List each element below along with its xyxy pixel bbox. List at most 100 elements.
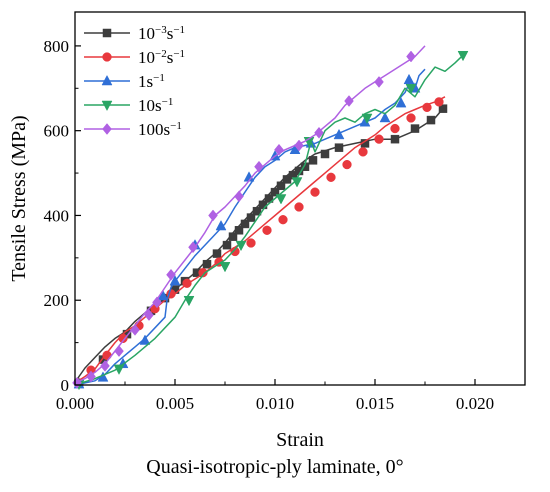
data-point xyxy=(230,246,240,257)
y-axis-title: Tensile Stress (MPa) xyxy=(8,115,30,281)
data-point xyxy=(86,370,96,383)
data-point xyxy=(278,215,288,225)
data-point xyxy=(326,172,336,182)
data-point xyxy=(198,268,208,278)
series-line xyxy=(74,68,426,386)
data-point xyxy=(403,73,415,85)
legend-label: 100s−1 xyxy=(138,120,182,139)
legend-item: 1s−1 xyxy=(84,72,165,91)
x-tick-label: 0.005 xyxy=(156,394,194,413)
data-point xyxy=(274,143,284,156)
legend-marker xyxy=(101,100,113,112)
data-point xyxy=(118,333,128,344)
data-point xyxy=(434,97,444,107)
data-point xyxy=(139,334,151,345)
legend-marker xyxy=(101,74,113,86)
series-1 xyxy=(74,104,448,388)
series-4 xyxy=(73,50,469,391)
data-point xyxy=(252,206,262,216)
legend-marker xyxy=(102,123,112,135)
data-point xyxy=(334,143,344,152)
data-point xyxy=(294,202,304,212)
data-point xyxy=(314,126,324,139)
data-point xyxy=(262,225,272,235)
y-tick-label: 200 xyxy=(44,291,70,310)
x-tick-label: 0.020 xyxy=(456,394,494,413)
data-point xyxy=(113,364,125,375)
data-point xyxy=(246,213,256,222)
data-point xyxy=(275,194,287,205)
data-point xyxy=(254,160,264,173)
data-point xyxy=(310,187,320,197)
data-point xyxy=(361,113,373,125)
data-point xyxy=(291,177,303,188)
data-point xyxy=(276,181,286,191)
data-point xyxy=(222,240,232,250)
legend-label: 10−3s−1 xyxy=(138,24,185,43)
series-line xyxy=(74,54,464,386)
data-point xyxy=(100,360,110,372)
data-point xyxy=(264,194,274,203)
legend-item: 10−2s−1 xyxy=(84,48,185,67)
data-point xyxy=(374,134,384,144)
data-point xyxy=(406,113,416,123)
legend-label: 1s−1 xyxy=(138,72,165,91)
series-layer xyxy=(72,45,469,391)
data-point xyxy=(438,104,448,113)
data-point xyxy=(294,139,304,152)
data-point xyxy=(342,159,352,170)
x-tick-label: 0.010 xyxy=(256,394,294,413)
legend: 10−3s−1 10−2s−1 1s−1 10s−1 100s−1 xyxy=(84,24,185,139)
legend-marker xyxy=(102,28,112,38)
data-point xyxy=(240,219,250,229)
y-tick-label: 400 xyxy=(44,206,70,225)
y-tick-label: 800 xyxy=(44,37,70,56)
data-point xyxy=(320,149,330,159)
data-point xyxy=(405,84,417,95)
ticks-layer: 0.000 0.005 0.010 0.015 0.020 0 200 400 600 800 xyxy=(44,37,495,413)
legend-item: 10−3s−1 xyxy=(84,24,185,43)
data-point xyxy=(395,97,407,108)
x-axis-title: Strain xyxy=(276,429,324,451)
data-point xyxy=(219,262,231,273)
data-point xyxy=(390,134,400,144)
data-point xyxy=(152,296,162,309)
data-point xyxy=(188,241,198,254)
plot-frame xyxy=(74,11,526,386)
data-point xyxy=(308,156,318,165)
y-tick-label: 600 xyxy=(44,122,70,141)
data-point xyxy=(406,50,416,63)
x-tick-label: 0.000 xyxy=(56,394,94,413)
legend-marker xyxy=(102,52,112,62)
data-point xyxy=(358,147,368,157)
data-point xyxy=(270,187,280,197)
series-2 xyxy=(74,96,446,388)
data-point xyxy=(457,50,469,62)
series-line xyxy=(74,108,444,384)
chart: 0.000 0.005 0.010 0.015 0.020 0 200 400 600 800 S… xyxy=(8,11,526,451)
series-5 xyxy=(72,45,426,389)
data-point xyxy=(212,249,222,258)
data-point xyxy=(234,226,244,235)
data-point xyxy=(144,309,154,321)
data-point xyxy=(228,232,238,241)
data-point xyxy=(246,238,256,248)
y-tick-label: 0 xyxy=(61,376,70,395)
data-point xyxy=(422,102,432,113)
data-point xyxy=(235,240,247,252)
data-point xyxy=(379,111,391,123)
legend-label: 10−2s−1 xyxy=(138,48,185,67)
x-tick-label: 0.015 xyxy=(356,394,394,413)
data-point xyxy=(410,124,420,133)
data-point xyxy=(114,345,124,357)
data-point xyxy=(234,190,244,203)
data-point xyxy=(208,209,218,222)
data-point xyxy=(130,324,140,336)
data-point xyxy=(215,220,227,231)
data-point xyxy=(169,275,181,286)
data-point xyxy=(182,278,192,288)
legend-item: 10s−1 xyxy=(84,96,173,115)
data-point xyxy=(344,95,354,107)
data-point xyxy=(333,128,345,140)
data-point xyxy=(183,295,195,307)
